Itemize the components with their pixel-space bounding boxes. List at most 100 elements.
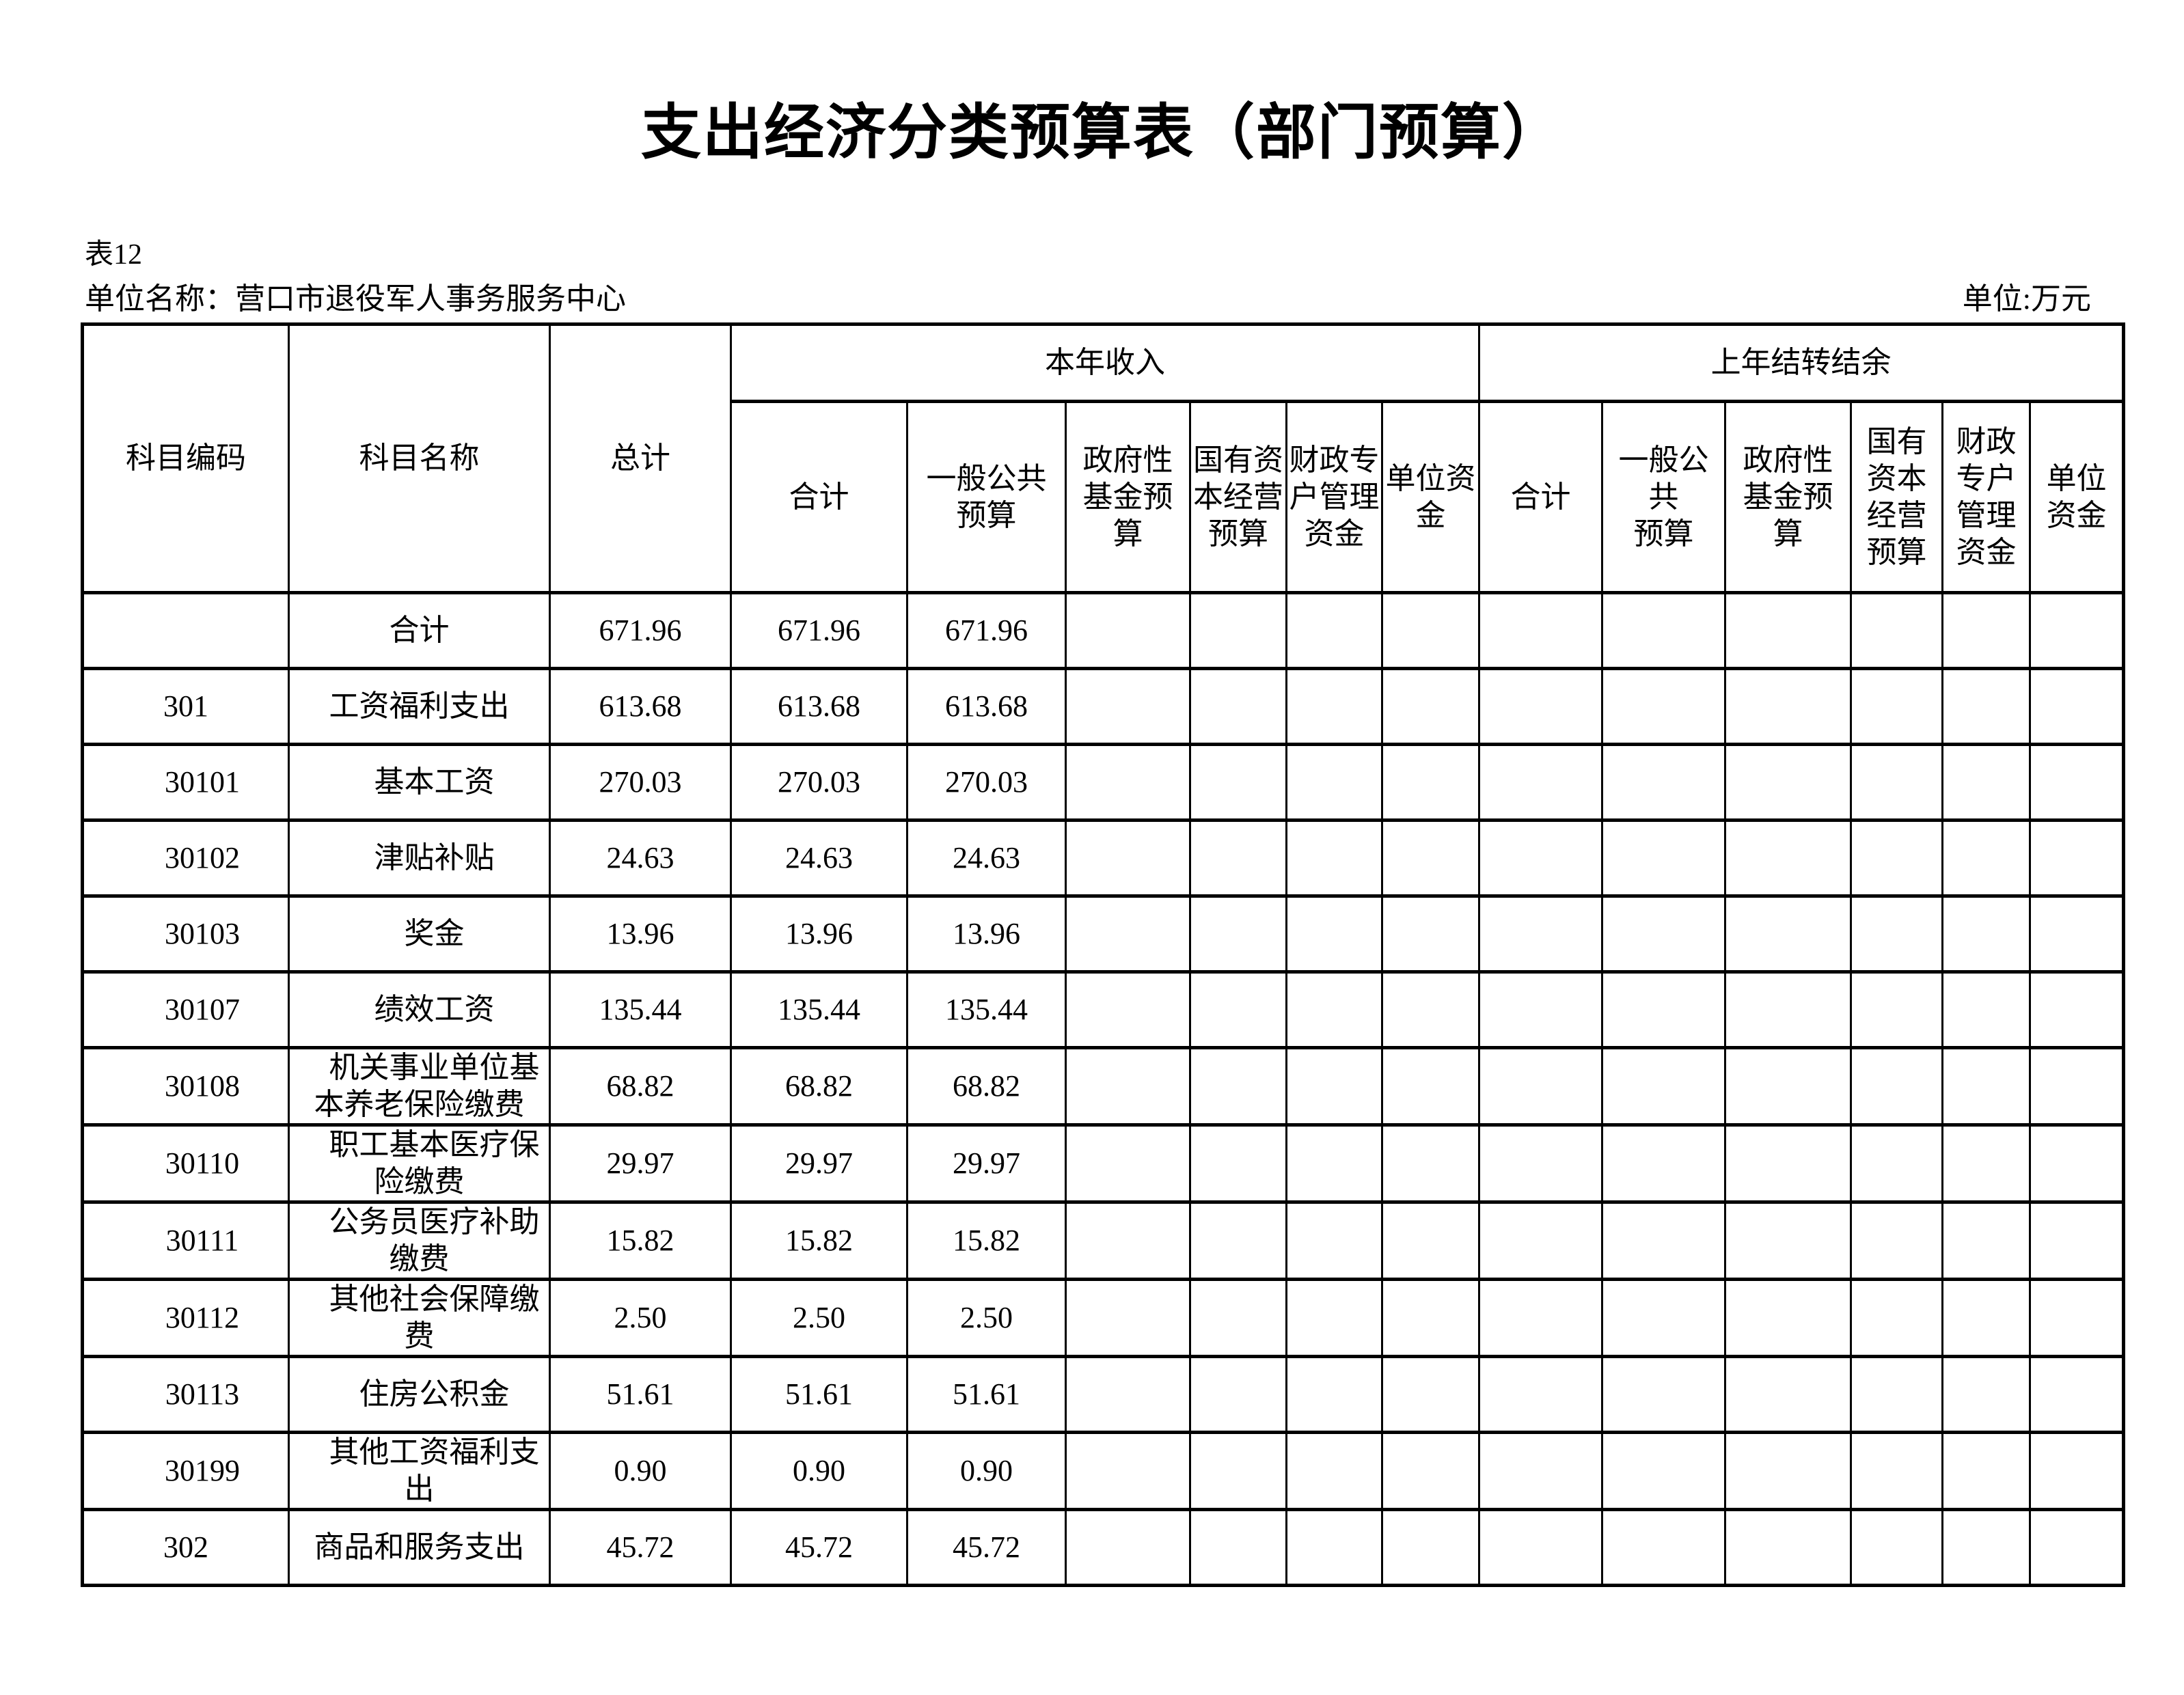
value-cell: 51.61 <box>906 1355 1067 1434</box>
table-body: 合计 671.96 671.96 671.96 301 工资福利支出 613.68 613.6… <box>81 591 2125 1587</box>
value-cell <box>1601 1046 1727 1127</box>
value-cell: 13.96 <box>549 894 732 974</box>
name-cell: 其他工资福利支 出 <box>288 1431 551 1511</box>
value-cell <box>1850 1123 1944 1204</box>
table-row: 30113 住房公积金 51.61 51.61 51.61 <box>81 1355 2125 1434</box>
value-cell <box>1601 1355 1727 1434</box>
value-cell: 613.68 <box>730 667 908 746</box>
table-row: 30103 奖金 13.96 13.96 13.96 <box>81 894 2125 974</box>
value-cell: 68.82 <box>730 1046 908 1127</box>
value-cell <box>1941 894 2032 974</box>
value-cell <box>1065 743 1191 822</box>
value-cell: 135.44 <box>730 970 908 1049</box>
value-cell: 0.90 <box>906 1431 1067 1511</box>
value-cell: 15.82 <box>549 1200 732 1281</box>
name-cell: 职工基本医疗保 险缴费 <box>288 1123 551 1204</box>
value-cell: 135.44 <box>549 970 732 1049</box>
value-cell <box>1065 970 1191 1049</box>
value-cell <box>1478 894 1604 974</box>
value-cell <box>1380 1046 1481 1127</box>
value-cell <box>1478 970 1604 1049</box>
value-cell <box>2029 1431 2125 1511</box>
value-cell <box>2029 1046 2125 1127</box>
value-cell: 45.72 <box>906 1508 1067 1587</box>
name-cell: 绩效工资 <box>288 970 551 1049</box>
value-cell: 270.03 <box>730 743 908 822</box>
value-cell: 45.72 <box>730 1508 908 1587</box>
value-cell: 29.97 <box>906 1123 1067 1204</box>
value-cell <box>1601 1123 1727 1204</box>
value-cell <box>1065 1278 1191 1358</box>
value-cell <box>1478 1355 1604 1434</box>
value-cell: 270.03 <box>549 743 732 822</box>
value-cell: 68.82 <box>549 1046 732 1127</box>
code-cell: 30107 <box>81 970 290 1049</box>
value-cell <box>1601 1278 1727 1358</box>
value-cell <box>1724 1200 1853 1281</box>
value-cell <box>1065 1431 1191 1511</box>
value-cell <box>1850 591 1944 670</box>
value-cell <box>1941 818 2032 898</box>
col-header-carryover-government-fund-budget: 政府性 基金预 算 <box>1724 400 1853 594</box>
value-cell <box>1724 1508 1853 1587</box>
value-cell: 671.96 <box>906 591 1067 670</box>
value-cell <box>1601 1431 1727 1511</box>
value-cell <box>1285 1431 1383 1511</box>
col-header-income-government-fund-budget: 政府性 基金预 算 <box>1065 400 1191 594</box>
col-header-income-subtotal: 合计 <box>730 400 908 594</box>
value-cell: 13.96 <box>730 894 908 974</box>
table-row: 302 商品和服务支出 45.72 45.72 45.72 <box>81 1508 2125 1587</box>
value-cell <box>1189 1123 1287 1204</box>
value-cell <box>1380 970 1481 1049</box>
table-row: 30107 绩效工资 135.44 135.44 135.44 <box>81 970 2125 1049</box>
code-cell: 30108 <box>81 1046 290 1127</box>
value-cell <box>1850 1200 1944 1281</box>
value-cell <box>1285 1278 1383 1358</box>
value-cell <box>1285 667 1383 746</box>
value-cell: 24.63 <box>906 818 1067 898</box>
value-cell <box>1941 1508 2032 1587</box>
value-cell <box>2029 1200 2125 1281</box>
value-cell: 613.68 <box>549 667 732 746</box>
col-header-income-unit-funds: 单位资 金 <box>1380 400 1481 594</box>
value-cell <box>2029 970 2125 1049</box>
value-cell: 0.90 <box>730 1431 908 1511</box>
code-cell <box>81 591 290 670</box>
value-cell <box>1478 743 1604 822</box>
value-cell <box>1724 1278 1853 1358</box>
value-cell <box>1478 1278 1604 1358</box>
value-cell <box>1601 1200 1727 1281</box>
value-cell <box>1724 667 1853 746</box>
value-cell <box>1850 1046 1944 1127</box>
value-cell: 15.82 <box>906 1200 1067 1281</box>
value-cell <box>1065 1200 1191 1281</box>
name-cell: 商品和服务支出 <box>288 1508 551 1587</box>
name-cell: 津贴补贴 <box>288 818 551 898</box>
value-cell <box>1941 1278 2032 1358</box>
value-cell <box>1601 894 1727 974</box>
value-cell <box>1189 1046 1287 1127</box>
value-cell <box>1478 1123 1604 1204</box>
value-cell <box>1380 1278 1481 1358</box>
value-cell <box>1380 667 1481 746</box>
value-cell <box>1724 743 1853 822</box>
budget-sheet: 支出经济分类预算表（部门预算） 表12 单位名称：营口市退役军人事务服务中心 单… <box>81 0 2126 1587</box>
col-header-carryover-fiscal-special-account: 财政 专户 管理 资金 <box>1941 400 2032 594</box>
value-cell <box>1941 1355 2032 1434</box>
value-cell <box>1724 1431 1853 1511</box>
value-cell <box>1285 743 1383 822</box>
unit-name-label: 单位名称：营口市退役军人事务服务中心 <box>85 282 626 316</box>
value-cell <box>1724 591 1853 670</box>
value-cell <box>1380 1355 1481 1434</box>
value-cell <box>2029 818 2125 898</box>
value-cell <box>1065 894 1191 974</box>
value-cell: 24.63 <box>730 818 908 898</box>
value-cell <box>1478 667 1604 746</box>
value-cell <box>1285 970 1383 1049</box>
code-cell: 30101 <box>81 743 290 822</box>
unit-of-measure-label: 单位:万元 <box>1962 282 2091 316</box>
table-row: 30112 其他社会保障缴 费 2.50 2.50 2.50 <box>81 1278 2125 1358</box>
value-cell <box>1380 1508 1481 1587</box>
value-cell <box>1850 667 1944 746</box>
value-cell: 0.90 <box>549 1431 732 1511</box>
